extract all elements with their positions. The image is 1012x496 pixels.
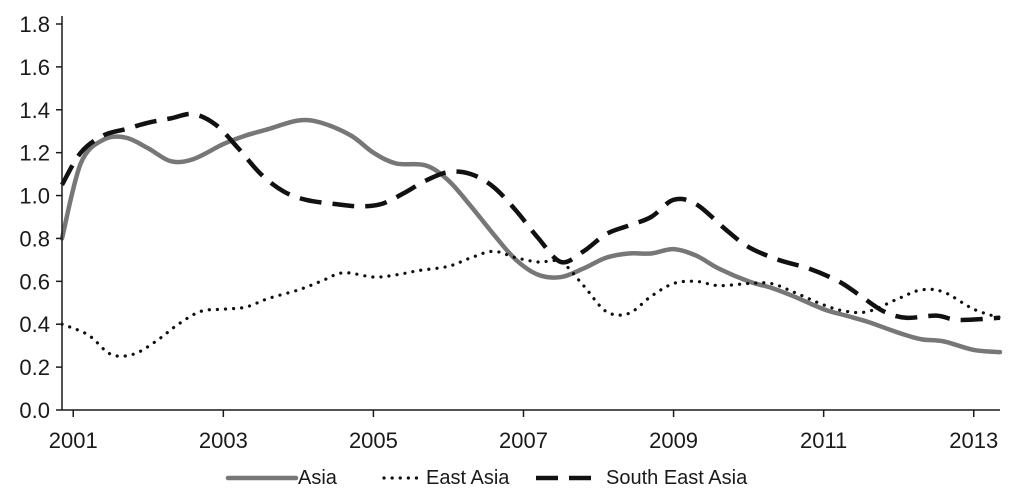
x-tick-label: 2009	[649, 428, 698, 453]
legend: Asia East Asia South East Asia	[225, 467, 748, 489]
y-tick-label: 1.2	[19, 141, 50, 166]
legend-label: East Asia	[426, 467, 510, 489]
series-line-south-east-asia	[60, 111, 1001, 323]
series-line-asia	[59, 117, 1003, 355]
x-axis: 2001 2003 2005 2007 2009 2011 2013	[49, 409, 1000, 453]
y-tick-label: 0.6	[19, 269, 50, 294]
x-tick-label: 2011	[800, 428, 847, 453]
x-tick-label: 2007	[499, 428, 548, 453]
y-axis: 0.0 0.2 0.4 0.6 0.8 1.0 1.2 1.4 1.6 1.8	[19, 12, 63, 423]
x-tick-label: 2003	[199, 428, 248, 453]
x-tick-label: 2005	[349, 428, 398, 453]
y-tick-label: 0.0	[19, 398, 50, 423]
y-tick-label: 1.0	[19, 184, 50, 209]
legend-label: South East Asia	[606, 467, 748, 489]
legend-item: East Asia	[382, 467, 510, 489]
y-tick-label: 0.4	[19, 312, 50, 337]
y-tick-label: 1.4	[19, 98, 50, 123]
x-tick-label: 2013	[949, 428, 998, 453]
y-tick-label: 0.8	[19, 226, 50, 251]
legend-label: Asia	[298, 467, 338, 489]
y-tick-label: 0.2	[19, 355, 50, 380]
series-line-east-asia	[60, 249, 1002, 358]
legend-item: South East Asia	[536, 467, 748, 489]
y-tick-label: 1.6	[19, 55, 50, 80]
legend-item: Asia	[225, 467, 338, 489]
y-tick-label: 1.8	[19, 12, 50, 37]
x-tick-label: 2001	[49, 428, 98, 453]
series-layer	[59, 111, 1003, 358]
